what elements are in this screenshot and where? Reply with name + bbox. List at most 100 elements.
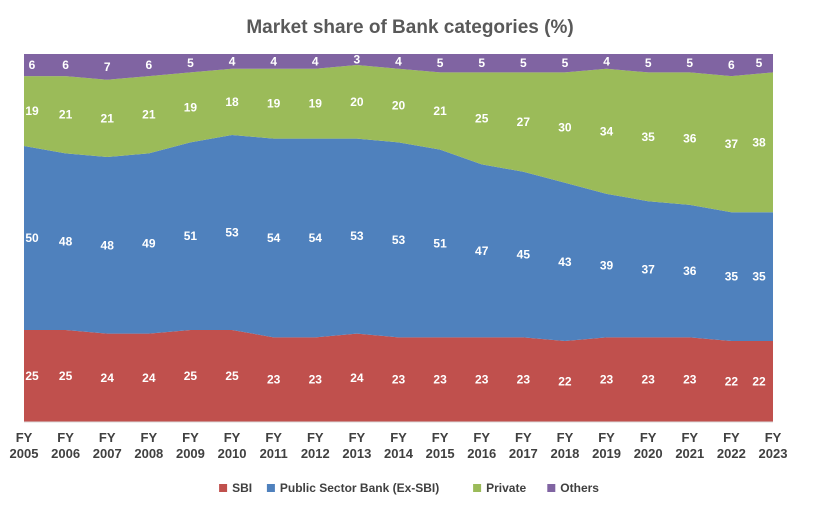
x-tick-label: FY 2011 <box>260 430 288 461</box>
legend-label-private: Private <box>486 481 526 495</box>
data-label-sbi: 25 <box>184 369 198 383</box>
data-label-public-sector-bank-ex-sbi: 50 <box>25 231 39 245</box>
area-sbi <box>24 330 773 422</box>
x-tick-label: FY 2010 <box>218 430 247 461</box>
data-label-private: 25 <box>475 111 489 125</box>
data-label-private: 21 <box>433 104 447 118</box>
data-label-public-sector-bank-ex-sbi: 36 <box>683 264 697 278</box>
data-label-others: 4 <box>270 54 277 68</box>
area-others <box>24 54 773 80</box>
area-private <box>24 65 773 213</box>
data-label-others: 7 <box>104 60 111 74</box>
legend-swatch-private <box>473 484 482 492</box>
x-axis-ticks: FY 2005 FY 2006 FY 2007 FY 2008 FY 2009 FY 2010 FY 20… <box>10 430 788 461</box>
data-label-private: 18 <box>225 95 239 109</box>
data-label-public-sector-bank-ex-sbi: 45 <box>517 248 531 262</box>
data-labels: 25 25 24 24 25 25 23 23 24 23 23 23 23 22 23 23 23 22 22 50… <box>25 53 766 389</box>
data-label-private: 20 <box>350 95 364 109</box>
data-label-sbi: 22 <box>752 375 766 389</box>
x-tick-label: FY 2023 <box>759 430 788 461</box>
data-label-public-sector-bank-ex-sbi: 54 <box>309 231 323 245</box>
x-tick-label: FY 2006 <box>51 430 80 461</box>
data-label-others: 4 <box>395 54 402 68</box>
chart-title: Market share of Bank categories (%) <box>246 17 573 38</box>
legend-label-public-sector-bank-ex-sbi: Public Sector Bank (Ex-SBI) <box>280 481 439 495</box>
data-label-private: 21 <box>59 108 73 122</box>
x-tick-label: FY 2008 <box>134 430 163 461</box>
x-tick-label: FY 2012 <box>301 430 330 461</box>
data-label-public-sector-bank-ex-sbi: 51 <box>433 237 447 251</box>
data-label-public-sector-bank-ex-sbi: 35 <box>725 270 739 284</box>
data-label-public-sector-bank-ex-sbi: 53 <box>225 225 239 239</box>
legend-label-others: Others <box>560 481 599 495</box>
data-label-others: 6 <box>62 58 69 72</box>
data-label-others: 5 <box>478 56 485 70</box>
data-label-private: 34 <box>600 124 614 138</box>
x-tick-label: FY 2007 <box>93 430 122 461</box>
data-label-others: 5 <box>437 56 444 70</box>
legend-label-sbi: SBI <box>232 481 252 495</box>
data-label-private: 37 <box>725 137 739 151</box>
data-label-others: 6 <box>29 58 36 72</box>
data-label-private: 19 <box>309 97 323 111</box>
data-label-sbi: 23 <box>683 373 697 387</box>
data-label-sbi: 23 <box>600 373 614 387</box>
x-tick-label: FY 2020 <box>634 430 663 461</box>
data-label-sbi: 23 <box>475 373 489 387</box>
data-label-sbi: 23 <box>641 373 655 387</box>
x-tick-label: FY 2013 <box>342 430 371 461</box>
data-label-public-sector-bank-ex-sbi: 39 <box>600 259 614 273</box>
x-tick-label: FY 2018 <box>550 430 579 461</box>
legend: SBI Public Sector Bank (Ex-SBI) Private Oth… <box>219 481 599 495</box>
data-label-others: 4 <box>229 54 236 68</box>
data-label-private: 21 <box>142 108 156 122</box>
data-label-sbi: 23 <box>517 373 531 387</box>
data-label-others: 6 <box>728 58 735 72</box>
data-label-public-sector-bank-ex-sbi: 48 <box>59 235 73 249</box>
data-label-others: 4 <box>603 54 610 68</box>
data-label-sbi: 22 <box>558 375 572 389</box>
data-label-sbi: 23 <box>309 373 323 387</box>
data-label-sbi: 23 <box>267 373 281 387</box>
data-label-public-sector-bank-ex-sbi: 54 <box>267 231 281 245</box>
data-label-public-sector-bank-ex-sbi: 37 <box>641 262 655 276</box>
data-label-private: 36 <box>683 132 697 146</box>
data-label-others: 5 <box>686 56 693 70</box>
area-public-sector-bank-ex-sbi <box>24 134 773 342</box>
data-label-public-sector-bank-ex-sbi: 51 <box>184 229 198 243</box>
data-label-private: 38 <box>752 135 766 149</box>
data-label-others: 3 <box>354 53 361 67</box>
data-label-others: 5 <box>520 56 527 70</box>
legend-swatch-public-sector-bank-ex-sbi <box>266 484 275 492</box>
data-label-public-sector-bank-ex-sbi: 53 <box>392 233 406 247</box>
data-label-public-sector-bank-ex-sbi: 49 <box>142 237 156 251</box>
data-label-private: 35 <box>641 130 655 144</box>
x-tick-label: FY 2015 <box>426 430 455 461</box>
legend-swatch-sbi <box>219 484 228 492</box>
x-tick-label: FY 2014 <box>384 430 414 461</box>
data-label-sbi: 24 <box>142 371 156 385</box>
data-label-others: 5 <box>645 56 652 70</box>
data-label-sbi: 25 <box>225 369 239 383</box>
data-label-others: 5 <box>187 56 194 70</box>
data-label-sbi: 24 <box>350 371 364 385</box>
data-label-private: 30 <box>558 121 572 135</box>
x-tick-label: FY 2005 <box>10 430 39 461</box>
data-label-others: 5 <box>756 56 763 70</box>
data-label-private: 19 <box>184 100 198 114</box>
x-tick-label: FY 2017 <box>509 430 538 461</box>
data-label-public-sector-bank-ex-sbi: 43 <box>558 255 572 269</box>
data-label-sbi: 25 <box>25 369 39 383</box>
plot-area <box>24 54 773 422</box>
data-label-private: 21 <box>101 111 115 125</box>
data-label-sbi: 25 <box>59 369 73 383</box>
data-label-sbi: 24 <box>101 371 115 385</box>
data-label-private: 20 <box>392 99 406 113</box>
data-label-sbi: 23 <box>433 373 447 387</box>
legend-swatch-others <box>547 484 556 492</box>
data-label-others: 4 <box>312 54 319 68</box>
data-label-sbi: 22 <box>725 375 739 389</box>
x-tick-label: FY 2021 <box>675 430 704 461</box>
data-label-private: 19 <box>267 97 281 111</box>
